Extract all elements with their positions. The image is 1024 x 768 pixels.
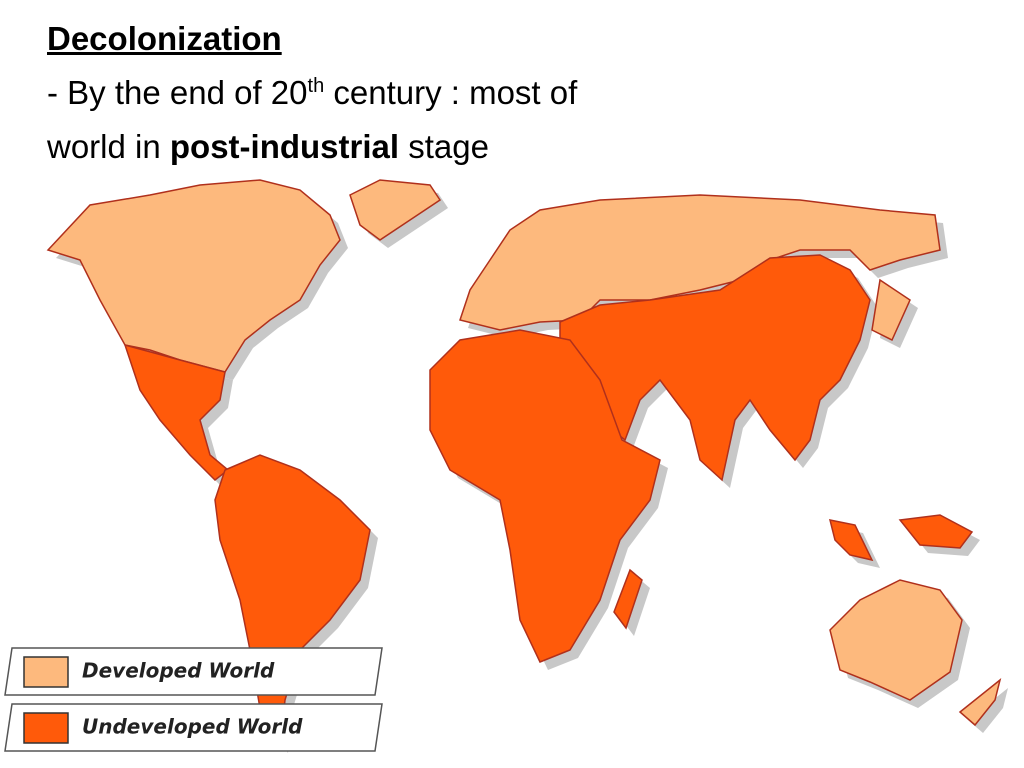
legend-swatch xyxy=(23,656,69,688)
slide-text: Decolonization - By the end of 20th cent… xyxy=(47,12,577,174)
new-guinea xyxy=(898,514,974,549)
text-run: century : most of xyxy=(324,74,578,111)
bold-text: post-industrial xyxy=(169,128,400,165)
asia xyxy=(559,254,871,482)
title: Decolonization xyxy=(47,20,282,57)
new-zealand xyxy=(958,678,1002,727)
superscript: th xyxy=(307,75,325,97)
body-line: - By the end of 20th century : most of xyxy=(47,66,577,120)
legend-label: Developed World xyxy=(82,659,275,683)
legend-box xyxy=(4,703,383,752)
land-shadow-shape xyxy=(622,578,650,636)
text-run: world in xyxy=(47,128,170,165)
sumatra-borneo xyxy=(828,519,874,562)
text-run: stage xyxy=(399,128,489,165)
greenland xyxy=(349,179,442,241)
legend-box xyxy=(4,647,383,696)
legend-swatch xyxy=(23,712,69,744)
africa xyxy=(429,329,661,663)
central-america xyxy=(123,343,230,481)
text-run: - By the end of 20 xyxy=(47,74,308,111)
madagascar xyxy=(613,568,643,630)
body-line: world in post-industrial stage xyxy=(47,120,577,174)
japan xyxy=(871,278,911,342)
europe-russia xyxy=(459,194,941,331)
north-america xyxy=(46,179,341,373)
legend-label: Undeveloped World xyxy=(82,715,303,739)
australia xyxy=(829,579,963,701)
